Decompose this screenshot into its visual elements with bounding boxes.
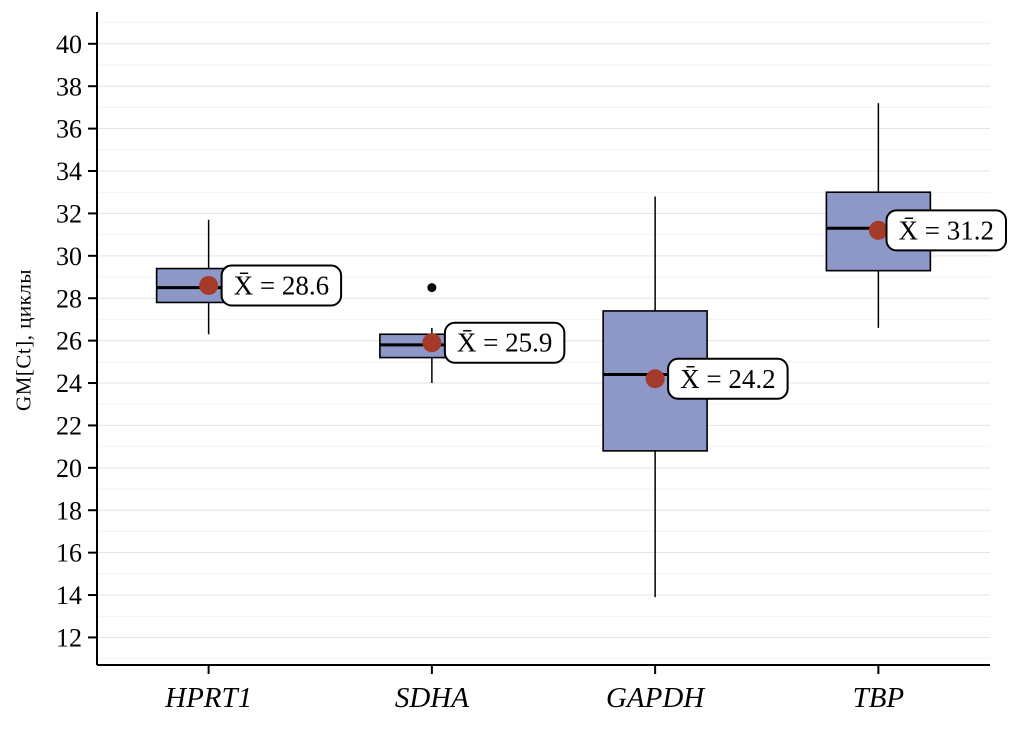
y-tick-label: 22 <box>56 412 82 441</box>
y-tick-label: 16 <box>56 539 82 568</box>
y-tick-label: 20 <box>56 454 82 483</box>
mean-dot <box>645 369 665 389</box>
y-tick-label: 12 <box>56 624 82 653</box>
mean-label-box <box>443 321 566 364</box>
y-tick-label: 26 <box>56 327 82 356</box>
y-tick-label: 40 <box>56 30 82 59</box>
mean-label-text: X̄ = 31.2 <box>899 215 994 245</box>
mean-dot <box>868 220 888 240</box>
x-category-label: TBP <box>853 682 905 714</box>
mean-label-box <box>885 209 1007 252</box>
mean-label-text: X̄ = 28.6 <box>234 270 329 300</box>
y-tick-label: 24 <box>56 369 82 398</box>
mean-dot <box>199 275 219 295</box>
y-tick-label: 32 <box>56 200 82 229</box>
outlier-dot <box>427 283 437 293</box>
y-tick-label: 38 <box>56 72 82 101</box>
mean-dot <box>422 333 442 353</box>
y-tick-label: 28 <box>56 284 82 313</box>
mean-label-box <box>220 264 343 307</box>
x-category-label: SDHA <box>395 682 469 714</box>
x-category-label: GAPDH <box>606 682 706 714</box>
x-category-label: HPRT1 <box>164 682 252 714</box>
y-tick-label: 18 <box>56 496 82 525</box>
y-axis-label: GM[Ct], циклы <box>11 269 36 411</box>
mean-label-box <box>667 357 789 400</box>
y-tick-label: 34 <box>56 157 82 186</box>
y-tick-label: 36 <box>56 115 82 144</box>
mean-label-text: X̄ = 25.9 <box>457 328 552 358</box>
y-tick-label: 30 <box>56 242 82 271</box>
mean-label-text: X̄ = 24.2 <box>680 364 775 394</box>
y-tick-label: 14 <box>56 581 82 610</box>
